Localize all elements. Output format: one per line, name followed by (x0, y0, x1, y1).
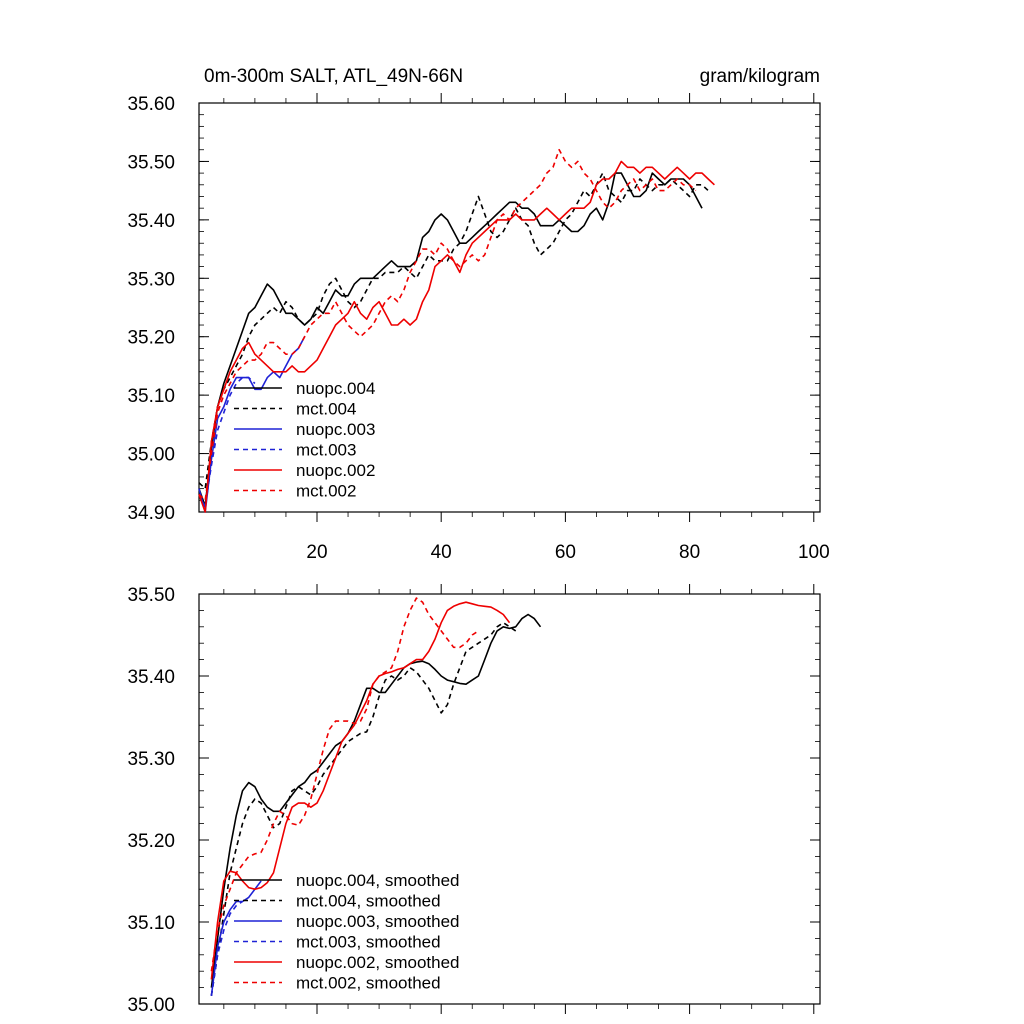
top-series-line-mct-002 (198, 148, 697, 502)
bottom-legend-label: mct.002, smoothed (296, 974, 441, 993)
bottom-series-line-nuopc-003-smoothed (210, 880, 262, 996)
bottom-legend-label: nuopc.004, smoothed (296, 871, 460, 890)
bottom-plot-frame (198, 593, 821, 1005)
top-y-tick-label: 35.50 (127, 152, 175, 173)
top-y-tick-label: 35.40 (127, 211, 175, 232)
top-y-tick-label: 35.20 (127, 328, 175, 349)
top-series-line-mct-003 (198, 376, 256, 508)
top-chart-units: gram/kilogram (700, 66, 820, 87)
top-legend-label: nuopc.002 (296, 461, 375, 480)
top-x-tick-label: 80 (679, 542, 700, 563)
bottom-y-tick-label: 35.00 (127, 995, 175, 1016)
bottom-series-line-nuopc-004-smoothed (210, 613, 542, 988)
top-legend-label: mct.004 (296, 400, 356, 419)
bottom-y-tick-label: 35.30 (127, 749, 175, 770)
top-x-tick-label: 20 (306, 542, 327, 563)
bottom-y-tick-label: 35.10 (127, 913, 175, 934)
bottom-y-tick-label: 35.40 (127, 667, 175, 688)
bottom-legend-label: nuopc.003, smoothed (296, 912, 460, 931)
top-series-line-nuopc-004 (198, 172, 703, 508)
bottom-series-line-mct-003-smoothed (210, 900, 243, 996)
top-series-line-nuopc-003 (198, 336, 306, 513)
bottom-y-tick-label: 35.50 (127, 585, 175, 606)
top-series-line-mct-004 (198, 172, 709, 490)
top-y-tick-label: 35.00 (127, 445, 175, 466)
bottom-series-line-nuopc-002-smoothed (210, 601, 511, 980)
bottom-y-tick-label: 35.20 (127, 831, 175, 852)
top-x-tick-label: 100 (798, 542, 830, 563)
bottom-series-line-mct-002-smoothed (210, 597, 479, 972)
top-y-tick-label: 35.60 (127, 94, 175, 115)
top-legend-label: nuopc.004 (296, 379, 375, 398)
bottom-legend-label: mct.004, smoothed (296, 892, 441, 911)
top-legend-label: nuopc.003 (296, 420, 375, 439)
top-y-tick-label: 34.90 (127, 503, 175, 524)
top-legend-label: mct.003 (296, 441, 356, 460)
top-plot-frame (198, 102, 821, 513)
top-y-tick-label: 35.30 (127, 269, 175, 290)
top-legend-label: mct.002 (296, 482, 356, 501)
top-series-line-nuopc-002 (198, 160, 715, 513)
top-chart-title: 0m-300m SALT, ATL_49N-66N (204, 66, 463, 87)
bottom-legend-label: nuopc.002, smoothed (296, 953, 460, 972)
bottom-legend-label: mct.003, smoothed (296, 933, 441, 952)
top-y-tick-label: 35.10 (127, 386, 175, 407)
bottom-series-line-mct-004-smoothed (210, 621, 517, 996)
top-x-tick-label: 40 (431, 542, 452, 563)
bottom-chart-panel: 35.50 35.40 35.30 35.20 35.10 35.00 nuopc.004,… (127, 584, 821, 1016)
top-chart-panel: 35.60 35.50 35.40 35.30 35.20 35.10 35.00 34.90… (127, 93, 830, 563)
top-x-tick-label: 60 (555, 542, 576, 563)
